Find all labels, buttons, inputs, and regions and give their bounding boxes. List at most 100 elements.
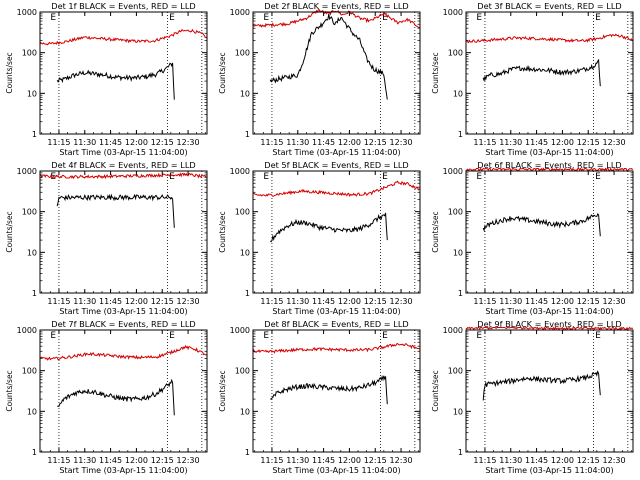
x-tick-label: 12:00 — [125, 297, 148, 306]
x-tick-label: 11:30 — [286, 456, 309, 465]
plot-frame — [39, 329, 208, 453]
e-marker-label: E — [50, 13, 56, 23]
detector-plot-6: Det 6f BLACK = Events, RED = LLD E E 1 10 100… — [431, 160, 634, 316]
y-tick-label: 1 — [458, 289, 463, 298]
y-axis-label: Counts/sec — [218, 211, 227, 252]
x-tick-label: 12:15 — [151, 297, 174, 306]
y-tick-label: 1000 — [443, 8, 463, 17]
y-tick-label: 1 — [245, 130, 250, 139]
x-tick-label: 12:00 — [338, 138, 361, 147]
y-tick-label: 10 — [240, 248, 250, 257]
plot-title: Det 9f BLACK = Events, RED = LLD — [477, 319, 621, 329]
events-trace — [482, 212, 601, 237]
e-marker-label: E — [263, 13, 269, 23]
x-tick-label: 12:15 — [364, 456, 387, 465]
plot-frame — [39, 170, 208, 294]
y-tick-label: 1 — [32, 448, 37, 457]
y-tick-label: 10 — [27, 248, 37, 257]
x-tick-label: 12:30 — [177, 297, 200, 306]
y-tick-label: 1 — [245, 448, 250, 457]
lld-trace — [252, 180, 421, 197]
y-axis-label: Counts/sec — [218, 52, 227, 93]
y-tick-label: 10 — [240, 407, 250, 416]
x-axis-label: Start Time (03-Apr-15 11:04:00) — [272, 307, 400, 316]
plot-title: Det 5f BLACK = Events, RED = LLD — [264, 160, 408, 170]
events-trace — [56, 193, 175, 228]
events-trace — [57, 378, 175, 416]
x-tick-label: 11:45 — [312, 456, 335, 465]
lld-trace — [465, 326, 633, 331]
lld-trace — [252, 343, 421, 354]
events-trace — [269, 212, 388, 243]
x-tick-label: 12:30 — [390, 456, 413, 465]
x-tick-label: 12:00 — [125, 456, 148, 465]
y-tick-label: 100 — [22, 49, 37, 58]
y-tick-label: 100 — [22, 208, 37, 217]
x-tick-label: 11:15 — [47, 456, 70, 465]
x-axis-label: Start Time (03-Apr-15 11:04:00) — [485, 466, 613, 475]
x-tick-label: 11:15 — [473, 297, 496, 306]
x-tick-label: 12:30 — [603, 138, 626, 147]
x-tick-label: 11:30 — [499, 138, 522, 147]
x-tick-label: 11:30 — [73, 297, 96, 306]
y-tick-label: 1000 — [443, 326, 463, 335]
x-tick-label: 12:30 — [603, 297, 626, 306]
x-tick-label: 11:45 — [99, 138, 122, 147]
x-tick-label: 12:15 — [577, 138, 600, 147]
y-tick-label: 1 — [32, 289, 37, 298]
x-axis-label: Start Time (03-Apr-15 11:04:00) — [485, 307, 613, 316]
y-tick-label: 10 — [27, 89, 37, 98]
y-tick-label: 100 — [448, 367, 463, 376]
plot-title: Det 8f BLACK = Events, RED = LLD — [264, 319, 408, 329]
plot-frame — [39, 11, 208, 135]
y-axis-label: Counts/sec — [5, 211, 14, 252]
e-marker-label: E — [169, 331, 175, 341]
x-tick-label: 12:30 — [390, 138, 413, 147]
x-tick-label: 11:30 — [286, 297, 309, 306]
events-trace — [269, 13, 388, 100]
x-tick-label: 12:30 — [177, 138, 200, 147]
detector-plot-1: Det 1f BLACK = Events, RED = LLD E E 1 10 100… — [5, 1, 208, 157]
x-axis-label: Start Time (03-Apr-15 11:04:00) — [485, 148, 613, 157]
y-axis-label: Counts/sec — [218, 370, 227, 411]
y-axis-label: Counts/sec — [431, 211, 440, 252]
e-marker-label: E — [263, 331, 269, 341]
x-tick-label: 12:00 — [551, 138, 574, 147]
x-tick-label: 12:30 — [603, 456, 626, 465]
x-axis-label: Start Time (03-Apr-15 11:04:00) — [272, 466, 400, 475]
detector-plot-3: Det 3f BLACK = Events, RED = LLD E E 1 10 100… — [431, 1, 634, 157]
x-axis-label: Start Time (03-Apr-15 11:04:00) — [272, 148, 400, 157]
y-axis-label: Counts/sec — [431, 52, 440, 93]
plot-title: Det 7f BLACK = Events, RED = LLD — [51, 319, 195, 329]
e-marker-label: E — [382, 13, 388, 23]
x-axis-label: Start Time (03-Apr-15 11:04:00) — [59, 466, 187, 475]
y-tick-label: 1000 — [443, 167, 463, 176]
lld-trace — [39, 344, 208, 361]
lld-trace — [252, 9, 421, 29]
plot-frame — [465, 170, 634, 294]
x-tick-label: 11:15 — [473, 456, 496, 465]
e-marker-label: E — [169, 172, 175, 182]
y-tick-label: 1000 — [17, 8, 37, 17]
x-tick-label: 11:15 — [260, 456, 283, 465]
lld-trace — [39, 28, 208, 46]
plot-frame — [252, 170, 421, 294]
e-marker-label: E — [382, 331, 388, 341]
y-tick-label: 1 — [458, 448, 463, 457]
x-tick-label: 11:15 — [260, 297, 283, 306]
x-tick-label: 12:00 — [551, 456, 574, 465]
y-tick-label: 1000 — [230, 326, 250, 335]
x-tick-label: 12:30 — [390, 297, 413, 306]
lld-trace — [465, 167, 633, 172]
y-axis-label: Counts/sec — [5, 52, 14, 93]
plot-frame — [252, 329, 421, 453]
x-tick-label: 11:30 — [286, 138, 309, 147]
y-tick-label: 1000 — [17, 167, 37, 176]
lld-trace — [465, 33, 634, 44]
e-marker-label: E — [595, 13, 601, 23]
y-tick-label: 10 — [453, 89, 463, 98]
y-axis-label: Counts/sec — [431, 370, 440, 411]
x-tick-label: 12:15 — [151, 138, 174, 147]
